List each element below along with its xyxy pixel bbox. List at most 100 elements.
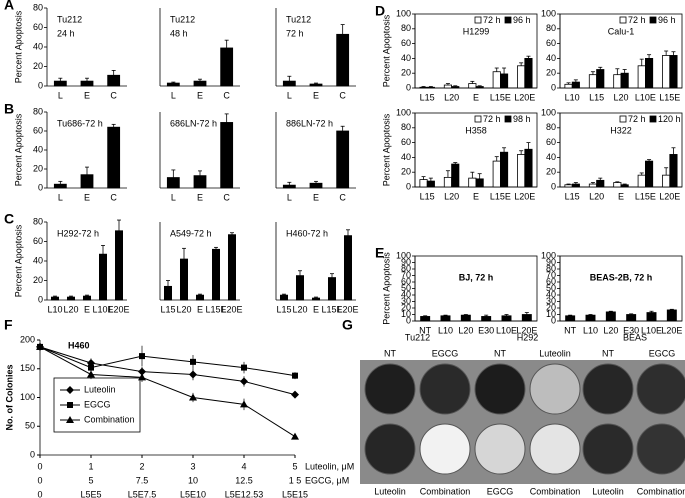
legend-label: Luteolin bbox=[84, 384, 116, 394]
y-tick-label: 60 bbox=[546, 276, 556, 286]
x-tick-label: L20 bbox=[589, 191, 604, 201]
photo-label: EGCG bbox=[487, 486, 514, 496]
panel-label: D bbox=[375, 3, 385, 19]
y-tick-label: 10 bbox=[401, 309, 411, 319]
y-tick-label: 40 bbox=[33, 255, 43, 265]
bar bbox=[662, 174, 671, 188]
bar bbox=[426, 180, 435, 188]
bar bbox=[282, 184, 296, 189]
y-tick-label: 20 bbox=[33, 275, 43, 285]
bar bbox=[585, 314, 596, 322]
bar bbox=[195, 294, 204, 301]
bar bbox=[646, 312, 657, 322]
point bbox=[139, 353, 145, 360]
x-tick-label: L20E bbox=[337, 304, 358, 314]
x-tick-label: L20E bbox=[221, 304, 242, 314]
y-tick-label: 60 bbox=[33, 22, 43, 32]
bar bbox=[596, 179, 605, 188]
x-tick-label: L15E bbox=[490, 92, 511, 102]
x-tick-label: L20 bbox=[63, 304, 78, 314]
bar bbox=[588, 183, 598, 188]
x-tick-label: E bbox=[473, 191, 479, 201]
y-tick-label: 20 bbox=[401, 167, 411, 177]
y-tick-label: 100 bbox=[396, 107, 411, 117]
bar bbox=[492, 71, 501, 89]
y-tick-label: 100 bbox=[541, 8, 556, 18]
plot-frame bbox=[414, 255, 538, 322]
x-tick-label: L15E bbox=[205, 304, 226, 314]
y-tick-label: 60 bbox=[401, 276, 411, 286]
y-axis-label: No. of Colonies bbox=[4, 365, 14, 431]
y-tick-label: 80 bbox=[33, 2, 43, 12]
x-tick-label: L20E bbox=[516, 325, 537, 335]
photo-label: EGCG bbox=[432, 348, 459, 358]
y-tick-label: 70 bbox=[401, 270, 411, 280]
bar bbox=[521, 314, 532, 322]
x-tick-label: C bbox=[339, 192, 346, 202]
y-tick-label: 100 bbox=[20, 392, 35, 402]
bar bbox=[295, 275, 304, 301]
colony-dish bbox=[364, 423, 416, 475]
bar bbox=[501, 315, 512, 322]
x-tick-label: L20 bbox=[292, 304, 307, 314]
bar bbox=[193, 175, 207, 189]
legend-label: Combination bbox=[84, 414, 135, 424]
x-tick-label: L15 bbox=[276, 304, 291, 314]
y-tick-label: 40 bbox=[546, 289, 556, 299]
point bbox=[190, 358, 196, 365]
y-tick-label: 60 bbox=[33, 236, 43, 246]
bar bbox=[620, 72, 629, 89]
x-tick-label: E bbox=[618, 191, 624, 201]
bar bbox=[179, 258, 188, 301]
y-tick-label: 0 bbox=[30, 449, 35, 459]
colony-dish bbox=[419, 363, 471, 415]
bar bbox=[669, 154, 678, 188]
y-axis-label: Percent Apoptosis bbox=[13, 224, 23, 297]
chart-title: A549-72 h bbox=[170, 228, 212, 238]
x-tick-label: C bbox=[339, 90, 346, 100]
legend-swatch bbox=[474, 115, 482, 123]
y-tick-label: 40 bbox=[401, 289, 411, 299]
point bbox=[138, 367, 146, 376]
photo-label: Luteolin bbox=[539, 348, 571, 358]
x-tick-label: L15E bbox=[321, 304, 342, 314]
x-tick-label: L20 bbox=[444, 92, 459, 102]
y-tick-label: 150 bbox=[20, 363, 35, 373]
x-tick-label: 3 bbox=[190, 461, 195, 471]
y-tick-label: 100 bbox=[396, 250, 411, 260]
x-tick-label: L20 bbox=[444, 191, 459, 201]
photo-label: Combination bbox=[420, 486, 471, 496]
bar bbox=[440, 315, 451, 322]
x-tick-label: E bbox=[197, 304, 203, 314]
bar bbox=[637, 174, 646, 188]
colony-dish bbox=[364, 363, 416, 415]
legend-swatch bbox=[504, 115, 512, 123]
x-tick-label: L20E bbox=[514, 92, 535, 102]
y-tick-label: 90 bbox=[401, 257, 411, 267]
y-tick-label: 60 bbox=[401, 137, 411, 147]
y-tick-label: 80 bbox=[546, 23, 556, 33]
bar bbox=[468, 177, 477, 188]
legend-label: 72 h bbox=[483, 114, 501, 124]
bar bbox=[53, 183, 67, 189]
legend-swatch bbox=[619, 115, 627, 123]
x-tick-label: E30 bbox=[478, 325, 494, 335]
x-tick-label: L15 bbox=[160, 304, 175, 314]
bar bbox=[309, 83, 323, 87]
plot-frame bbox=[559, 255, 683, 322]
x-tick-label: 0 bbox=[37, 489, 42, 498]
x-tick-label: 0 bbox=[37, 475, 42, 485]
chart-subtitle: 72 h bbox=[286, 28, 304, 38]
x-tick-label: L10 bbox=[583, 325, 598, 335]
bar bbox=[468, 83, 477, 89]
bar bbox=[620, 184, 629, 188]
y-tick-label: 50 bbox=[401, 283, 411, 293]
photo-label: Luteolin bbox=[592, 486, 624, 496]
bar bbox=[163, 285, 172, 301]
bar bbox=[193, 80, 207, 87]
bar bbox=[107, 126, 121, 189]
y-tick-label: 40 bbox=[546, 53, 556, 63]
bar bbox=[220, 47, 234, 87]
chart-title: BEAS-2B, 72 h bbox=[590, 272, 653, 282]
y-axis-label: Percent Apoptosis bbox=[13, 113, 23, 186]
